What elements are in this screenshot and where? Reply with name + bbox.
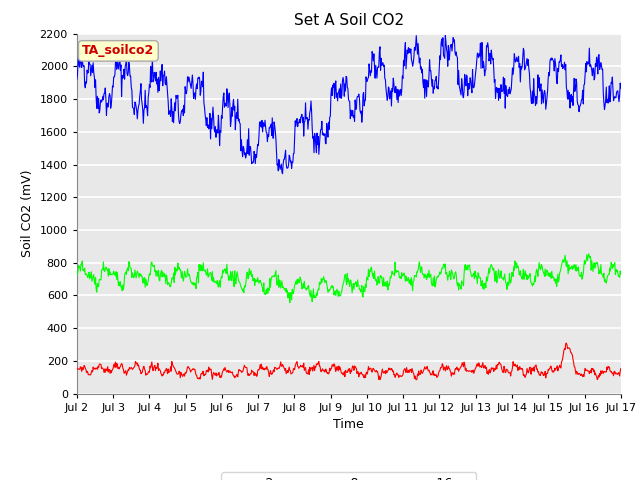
Y-axis label: Soil CO2 (mV): Soil CO2 (mV) <box>21 170 34 257</box>
X-axis label: Time: Time <box>333 418 364 431</box>
Title: Set A Soil CO2: Set A Soil CO2 <box>294 13 404 28</box>
Legend: -2cm, -8cm, -16cm: -2cm, -8cm, -16cm <box>221 472 476 480</box>
Text: TA_soilco2: TA_soilco2 <box>82 44 154 58</box>
